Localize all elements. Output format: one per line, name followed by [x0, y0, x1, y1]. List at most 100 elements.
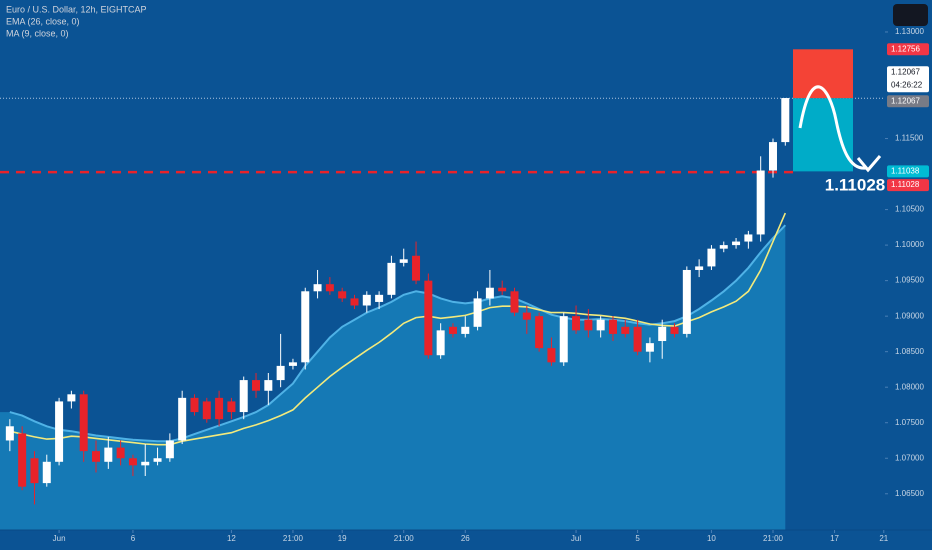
candle-body — [621, 326, 630, 334]
candle-body — [412, 255, 421, 281]
y-tick-label: 1.07500 — [895, 418, 924, 427]
price-label-box — [887, 95, 929, 108]
candle-body — [768, 142, 777, 171]
candle-body — [572, 316, 581, 331]
x-tick-label: 19 — [338, 534, 347, 543]
ma-area — [0, 225, 786, 530]
y-tick-label: 1.10000 — [895, 240, 924, 249]
candle-body — [596, 319, 605, 331]
y-tick-label: 1.09000 — [895, 311, 924, 320]
candle-body — [141, 461, 150, 466]
y-tick-label: 1.09500 — [895, 276, 924, 285]
price-label-box — [887, 165, 929, 178]
candle-body — [633, 326, 642, 352]
candle-body — [153, 458, 162, 462]
candle-body — [79, 394, 88, 452]
y-tick-label: 1.13000 — [895, 27, 924, 36]
candle-body — [695, 266, 704, 270]
forecast-arrow — [856, 155, 882, 173]
candle-body — [498, 287, 507, 292]
x-tick-label: 26 — [461, 534, 470, 543]
countdown-label: 04:26:22 — [891, 80, 923, 89]
candle-body — [252, 380, 261, 391]
candle-body — [387, 262, 396, 295]
chart-title: Euro / U.S. Dollar, 12h, EIGHTCAP — [6, 4, 147, 14]
candle-body — [670, 326, 679, 334]
x-tick-label: 21:00 — [394, 534, 415, 543]
candle-body — [436, 330, 445, 356]
candle-body — [608, 319, 617, 334]
y-tick-label: 1.08000 — [895, 382, 924, 391]
candle-body — [288, 362, 297, 366]
candle-body — [756, 170, 765, 235]
candle-body — [461, 326, 470, 334]
y-tick-label: 1.07000 — [895, 453, 924, 462]
price-label: 1.12067 — [891, 67, 920, 76]
price-label-box — [887, 66, 929, 93]
candle-body — [375, 294, 384, 302]
y-tick-label: 1.06500 — [895, 489, 924, 498]
candle-body — [559, 316, 568, 363]
candle-body — [645, 343, 654, 352]
candle-body — [781, 98, 790, 143]
plot-area — [0, 212, 787, 530]
candle-body — [424, 280, 433, 356]
candle-body — [239, 380, 248, 413]
candle-body — [276, 365, 285, 381]
y-tick-label: 1.08500 — [895, 347, 924, 356]
candle-body — [301, 291, 310, 363]
x-tick-label: 12 — [227, 534, 236, 543]
candle-body — [313, 284, 322, 292]
candle-body — [67, 394, 76, 402]
candle-body — [338, 291, 347, 299]
candle-body — [485, 287, 494, 299]
x-tick-label: 21 — [879, 534, 888, 543]
candle-body — [584, 319, 593, 331]
candle-body — [522, 312, 531, 320]
menu-button[interactable] — [893, 4, 928, 26]
candle-body — [190, 397, 199, 413]
x-tick-label: 10 — [707, 534, 716, 543]
candle-body — [42, 461, 51, 484]
target-zone — [793, 98, 853, 172]
legend-entry: MA (9, close, 0) — [6, 28, 69, 38]
forecast-curve — [798, 85, 867, 170]
target-price-label: 1.11028 — [825, 176, 886, 195]
candle-body — [30, 458, 39, 484]
price-label: 1.12067 — [891, 96, 920, 105]
candle-body — [719, 245, 728, 249]
candle-body — [165, 440, 174, 459]
candle-body — [116, 447, 125, 459]
price-label: 1.12756 — [891, 44, 920, 53]
x-tick-label: 6 — [131, 534, 136, 543]
candle-body — [202, 401, 211, 420]
price-label: 1.11038 — [891, 166, 920, 175]
candle-body — [732, 241, 741, 246]
candle-body — [227, 401, 236, 413]
candle-body — [682, 269, 691, 334]
y-tick-label: 1.11500 — [895, 134, 924, 143]
candle-body — [744, 234, 753, 242]
ema-line — [9, 212, 787, 446]
candle-body — [104, 447, 113, 462]
candle-body — [547, 348, 556, 363]
candle-body — [5, 426, 14, 441]
candle-body — [92, 451, 101, 462]
candle-body — [325, 284, 334, 292]
candle-body — [55, 401, 64, 462]
candle-body — [215, 397, 224, 420]
price-label-box — [887, 43, 929, 56]
candle-body — [399, 259, 408, 263]
legend-entry: EMA (26, close, 0) — [6, 16, 80, 26]
x-tick-label: 17 — [830, 534, 839, 543]
candle-body — [178, 397, 187, 441]
candle-body — [473, 298, 482, 327]
candle-body — [658, 326, 667, 342]
candle-body — [128, 458, 137, 466]
x-tick-label: 21:00 — [283, 534, 304, 543]
price-label-box — [887, 179, 929, 192]
candle-body — [362, 294, 371, 306]
candle-body — [510, 291, 519, 313]
x-tick-label: Jul — [571, 534, 581, 543]
candle-body — [448, 326, 457, 334]
